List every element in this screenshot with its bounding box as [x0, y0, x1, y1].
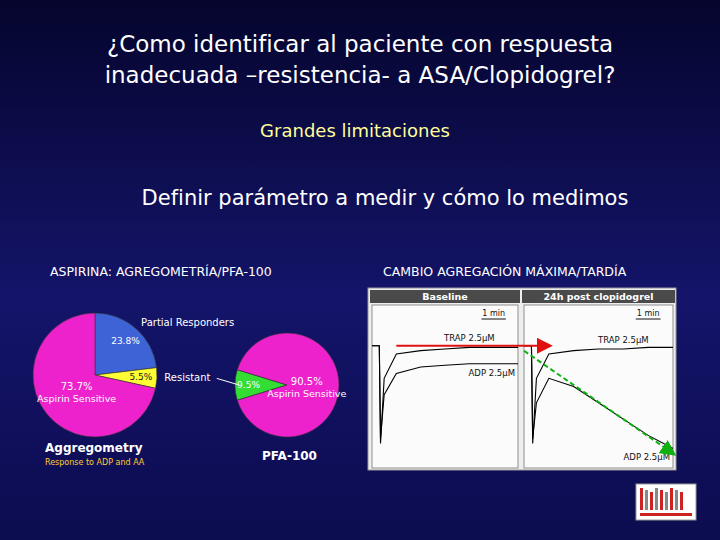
scale-bar [636, 319, 661, 320]
trace [372, 346, 518, 439]
max-aggregation-arrow [396, 345, 548, 347]
series-label: TRAP 2.5µM [597, 335, 649, 345]
logo-bar [675, 490, 678, 510]
pie-slice [33, 313, 156, 437]
slide: ¿Como identificar al paciente con respue… [0, 0, 720, 540]
heading: Definir parámetro a medir y cómo lo medi… [142, 186, 629, 210]
logo-bar [650, 492, 653, 510]
panel-header [370, 290, 520, 303]
chart-title: Aggregometry [45, 441, 143, 455]
pie-slice [237, 333, 339, 437]
late-aggregation-arrow [524, 351, 673, 454]
logo-bar [660, 490, 663, 510]
slide-title: inadecuada –resistencia- a ASA/Clopidogr… [105, 62, 616, 88]
data-label: 73.7% [61, 381, 93, 392]
data-label: 90.5% [291, 376, 323, 387]
chart-subtitle: Response to ADP and AA [45, 458, 145, 467]
logo-bar [680, 492, 683, 510]
series-label: TRAP 2.5µM [443, 333, 495, 343]
panel-title: Baseline [422, 291, 467, 302]
trace [524, 346, 673, 449]
plot-area [524, 305, 673, 468]
trace [372, 346, 518, 444]
slice-label: Aspirin Sensitive [37, 393, 116, 404]
scale-bar [482, 319, 506, 320]
trace [524, 346, 673, 444]
pie-chart: 23.8%Partial Responders 5.5% Resistant 73.7… [33, 313, 234, 467]
series-label: ADP 2.5µM [624, 452, 670, 462]
scale-bar-label: 1 min [637, 309, 660, 318]
logo-bar [670, 488, 673, 510]
data-group [524, 346, 673, 449]
line-chart: Baseline TRAP 2.5µM ADP 2.5µM 1 min [370, 290, 520, 468]
leader-line [217, 378, 239, 385]
data-label: 9.5% [237, 380, 260, 390]
pie-chart: 9.5% 90.5%Aspirin Sensitive PFA-100 [217, 333, 347, 463]
logo-bar [655, 488, 658, 510]
logo-bar [640, 513, 692, 516]
data-group [372, 346, 518, 444]
caption: ASPIRINA: AGREGOMETRÍA/PFA-100 [50, 264, 272, 279]
slice-label: Resistant [164, 372, 210, 383]
logo-bar [645, 490, 648, 510]
series-label: ADP 2.5µM [469, 368, 515, 378]
logo-bar [665, 492, 668, 510]
page: {"slide": { "title": ["¿Como identificar… [0, 0, 720, 540]
chart-title: PFA-100 [262, 449, 317, 463]
logo [636, 484, 696, 520]
caption: CAMBIO AGREGACIÓN MÁXIMA/TARDÍA [383, 264, 627, 279]
logo-bar [640, 488, 643, 510]
background [0, 0, 720, 540]
slice-label: Aspirin Sensitive [267, 388, 346, 399]
panel-header [522, 290, 675, 303]
slide-title: ¿Como identificar al paciente con respue… [107, 31, 613, 57]
line-chart: 24h post clopidogrel TRAP 2.5µM ADP 2.5µM 1… [522, 290, 675, 468]
subtitle: Grandes limitaciones [260, 120, 450, 141]
panel-title: 24h post clopidogrel [543, 291, 653, 302]
slice-label: Partial Responders [141, 317, 234, 328]
data-label: 23.8% [111, 336, 140, 346]
scale-bar-label: 1 min [482, 309, 505, 318]
data-label: 5.5% [129, 372, 152, 382]
figure-frame [368, 288, 676, 470]
logo-box [636, 484, 696, 520]
plot-area [372, 305, 518, 468]
